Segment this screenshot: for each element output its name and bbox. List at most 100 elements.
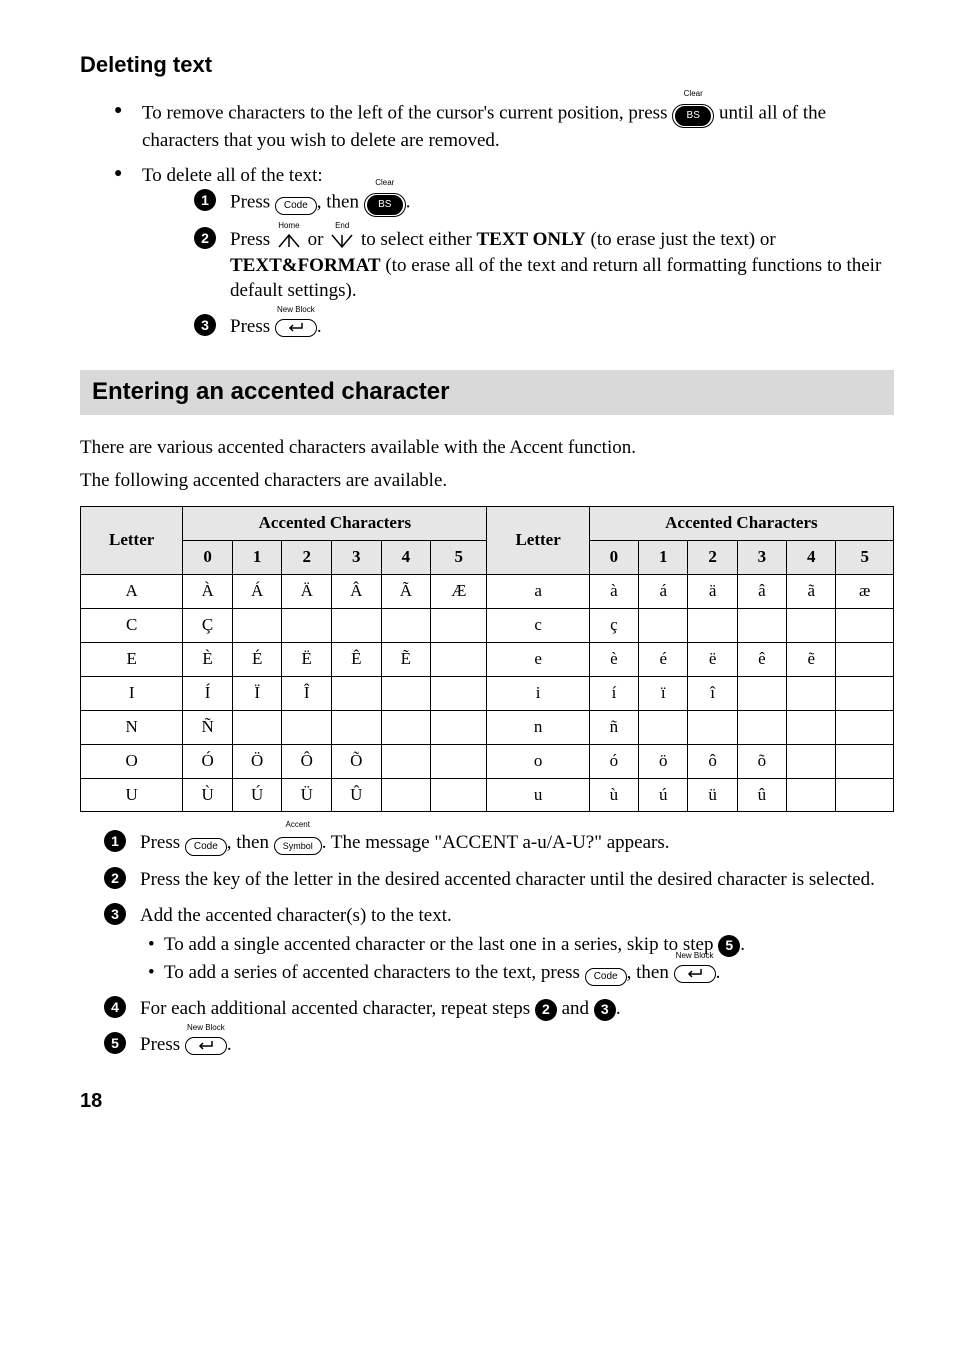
table-cell <box>381 676 431 710</box>
table-cell: î <box>688 676 737 710</box>
table-cell: Ô <box>282 744 332 778</box>
symbol-key-icon: Accent Symbol <box>274 831 322 857</box>
table-cell: U <box>81 778 183 812</box>
table-cell: Ẽ <box>381 642 431 676</box>
table-cell <box>836 778 894 812</box>
table-cell: a <box>487 574 589 608</box>
table-cell: ä <box>688 574 737 608</box>
table-cell <box>737 676 786 710</box>
table-cell: Â <box>332 574 382 608</box>
table-cell: ö <box>639 744 688 778</box>
table-cell: C <box>81 608 183 642</box>
table-row: EÈÉËÊẼeèéëêẽ <box>81 642 894 676</box>
table-cell: ù <box>589 778 638 812</box>
table-cell: c <box>487 608 589 642</box>
bullet-item: To delete all of the text: Press Code , … <box>114 163 894 340</box>
step-item: Add the accented character(s) to the tex… <box>104 903 894 987</box>
table-cell <box>836 642 894 676</box>
table-cell <box>836 744 894 778</box>
table-cell <box>737 608 786 642</box>
table-cell: Ö <box>232 744 282 778</box>
table-cell: À <box>183 574 233 608</box>
bullet-item: To remove characters to the left of the … <box>114 100 894 154</box>
table-col-header: 4 <box>381 540 431 574</box>
table-cell: ë <box>688 642 737 676</box>
table-cell <box>282 608 332 642</box>
table-cell <box>431 676 487 710</box>
table-cell: ç <box>589 608 638 642</box>
step-item: Press Code , then Accent Symbol . The me… <box>104 830 894 856</box>
table-cell: Î <box>282 676 332 710</box>
table-row: OÓÖÔÕoóöôõ <box>81 744 894 778</box>
table-cell: ã <box>787 574 836 608</box>
table-cell: E <box>81 642 183 676</box>
table-cell <box>787 676 836 710</box>
table-cell: õ <box>737 744 786 778</box>
table-cell <box>688 710 737 744</box>
table-cell: Ç <box>183 608 233 642</box>
table-cell <box>639 608 688 642</box>
table-col-header: 3 <box>332 540 382 574</box>
body-text: There are various accented characters av… <box>80 435 894 461</box>
table-cell: I <box>81 676 183 710</box>
table-cell <box>232 710 282 744</box>
down-arrow-key-icon: End <box>328 231 356 251</box>
table-row: NÑnñ <box>81 710 894 744</box>
table-cell: Ú <box>232 778 282 812</box>
table-cell <box>381 608 431 642</box>
table-col-header: 0 <box>183 540 233 574</box>
step-item: Press Code , then Clear BS . <box>194 189 894 217</box>
step-reference-icon: 3 <box>594 999 616 1021</box>
table-cell: Ä <box>282 574 332 608</box>
table-cell: ô <box>688 744 737 778</box>
table-cell <box>836 608 894 642</box>
step-item: For each additional accented character, … <box>104 996 894 1022</box>
table-cell: ü <box>688 778 737 812</box>
table-cell <box>737 710 786 744</box>
accented-characters-table: Letter Accented Characters Letter Accent… <box>80 506 894 812</box>
table-cell: æ <box>836 574 894 608</box>
step-list: Press Code , then Clear BS . Press Home … <box>194 189 894 340</box>
table-cell: ó <box>589 744 638 778</box>
table-cell <box>332 676 382 710</box>
table-row: AÀÁÄÂÃÆaàáäâãæ <box>81 574 894 608</box>
table-cell <box>381 710 431 744</box>
table-cell <box>282 710 332 744</box>
table-cell <box>381 744 431 778</box>
enter-key-icon: New Block <box>185 1033 227 1059</box>
table-cell: é <box>639 642 688 676</box>
table-cell <box>332 608 382 642</box>
table-cell: ẽ <box>787 642 836 676</box>
table-cell: Õ <box>332 744 382 778</box>
table-cell: Æ <box>431 574 487 608</box>
table-cell: Ü <box>282 778 332 812</box>
table-row: UÙÚÜÛuùúüû <box>81 778 894 812</box>
table-cell: u <box>487 778 589 812</box>
table-cell: ñ <box>589 710 638 744</box>
table-cell: A <box>81 574 183 608</box>
table-cell <box>639 710 688 744</box>
table-cell: Ù <box>183 778 233 812</box>
table-cell: É <box>232 642 282 676</box>
table-cell: n <box>487 710 589 744</box>
table-cell: Ñ <box>183 710 233 744</box>
table-col-header: 0 <box>589 540 638 574</box>
sub-bullet-item: To add a series of accented characters t… <box>148 960 894 986</box>
heading-text: Deleting text <box>80 50 212 80</box>
table-cell <box>431 710 487 744</box>
table-cell: ê <box>737 642 786 676</box>
table-cell: e <box>487 642 589 676</box>
table-cell: û <box>737 778 786 812</box>
table-cell: á <box>639 574 688 608</box>
table-cell: â <box>737 574 786 608</box>
section-heading: Entering an accented character <box>80 370 894 414</box>
step-item: Press the key of the letter in the desir… <box>104 867 894 893</box>
table-cell <box>787 608 836 642</box>
table-cell: ú <box>639 778 688 812</box>
table-cell: ï <box>639 676 688 710</box>
table-row: CÇcç <box>81 608 894 642</box>
table-cell: í <box>589 676 638 710</box>
bs-key-icon: Clear BS <box>672 100 714 128</box>
table-col-header: 3 <box>737 540 786 574</box>
table-cell: Ë <box>282 642 332 676</box>
